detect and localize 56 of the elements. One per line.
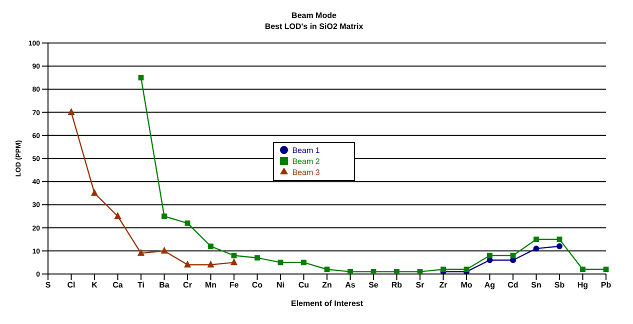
point bbox=[394, 268, 400, 274]
point bbox=[91, 189, 98, 196]
x-tick-label: Co bbox=[252, 280, 263, 290]
x-tick-label: Zn bbox=[322, 280, 332, 290]
point bbox=[184, 261, 191, 268]
x-tick-label: Hg bbox=[577, 280, 588, 290]
point bbox=[301, 260, 306, 266]
x-axis-title: Element of Interest bbox=[290, 299, 364, 308]
chart-title: Beam Mode bbox=[290, 10, 338, 21]
x-tick-label: Cl bbox=[67, 280, 76, 290]
point bbox=[603, 266, 609, 272]
point bbox=[138, 250, 144, 256]
x-tick-label: Ca bbox=[112, 280, 124, 290]
x-tick-label: Se bbox=[368, 280, 379, 290]
x-tick-label: Mo bbox=[460, 280, 472, 290]
x-tick-label: Ag bbox=[484, 280, 496, 290]
point bbox=[370, 268, 376, 274]
point bbox=[230, 258, 238, 266]
point bbox=[162, 214, 167, 219]
x-tick-label: S bbox=[45, 280, 52, 290]
legend-label: Beam 3 bbox=[292, 168, 320, 176]
point bbox=[348, 268, 353, 274]
legend-label: Beam 2 bbox=[292, 156, 320, 166]
point bbox=[324, 266, 330, 272]
x-tick-label: Sr bbox=[416, 280, 424, 290]
x-tick-label: As bbox=[345, 280, 356, 290]
x-tick-label: Cr bbox=[183, 280, 192, 290]
legend-label: Beam 1 bbox=[292, 146, 320, 154]
chart-subtitle: Best LOD's in SiO2 Matrix bbox=[264, 21, 364, 32]
point bbox=[487, 252, 492, 258]
point bbox=[556, 243, 562, 250]
x-tick-label: Pb bbox=[600, 280, 612, 290]
x-tick-label: Mn bbox=[204, 280, 217, 290]
x-tick-label: K bbox=[92, 280, 98, 290]
point bbox=[580, 266, 586, 272]
point bbox=[68, 108, 74, 115]
x-tick-label: Ni bbox=[276, 280, 284, 290]
x-tick-label: Fe bbox=[229, 280, 240, 290]
point bbox=[533, 246, 540, 252]
x-tick-label: Sb bbox=[554, 280, 565, 290]
x-tick-label: Cu bbox=[298, 280, 310, 290]
x-tick-label: Sn bbox=[531, 280, 542, 290]
x-tick-label: Rb bbox=[391, 280, 402, 290]
x-tick-label: Ti bbox=[138, 280, 144, 290]
point bbox=[208, 244, 214, 249]
point bbox=[184, 220, 190, 226]
point bbox=[138, 74, 144, 80]
x-tick-label: Cd bbox=[508, 280, 518, 290]
x-tick-label: Zr bbox=[439, 280, 448, 290]
point bbox=[417, 268, 423, 274]
point bbox=[556, 236, 562, 242]
point bbox=[208, 261, 214, 268]
point bbox=[161, 247, 168, 254]
x-tick-label: Ba bbox=[159, 280, 170, 290]
point bbox=[534, 236, 539, 242]
point bbox=[254, 255, 260, 261]
